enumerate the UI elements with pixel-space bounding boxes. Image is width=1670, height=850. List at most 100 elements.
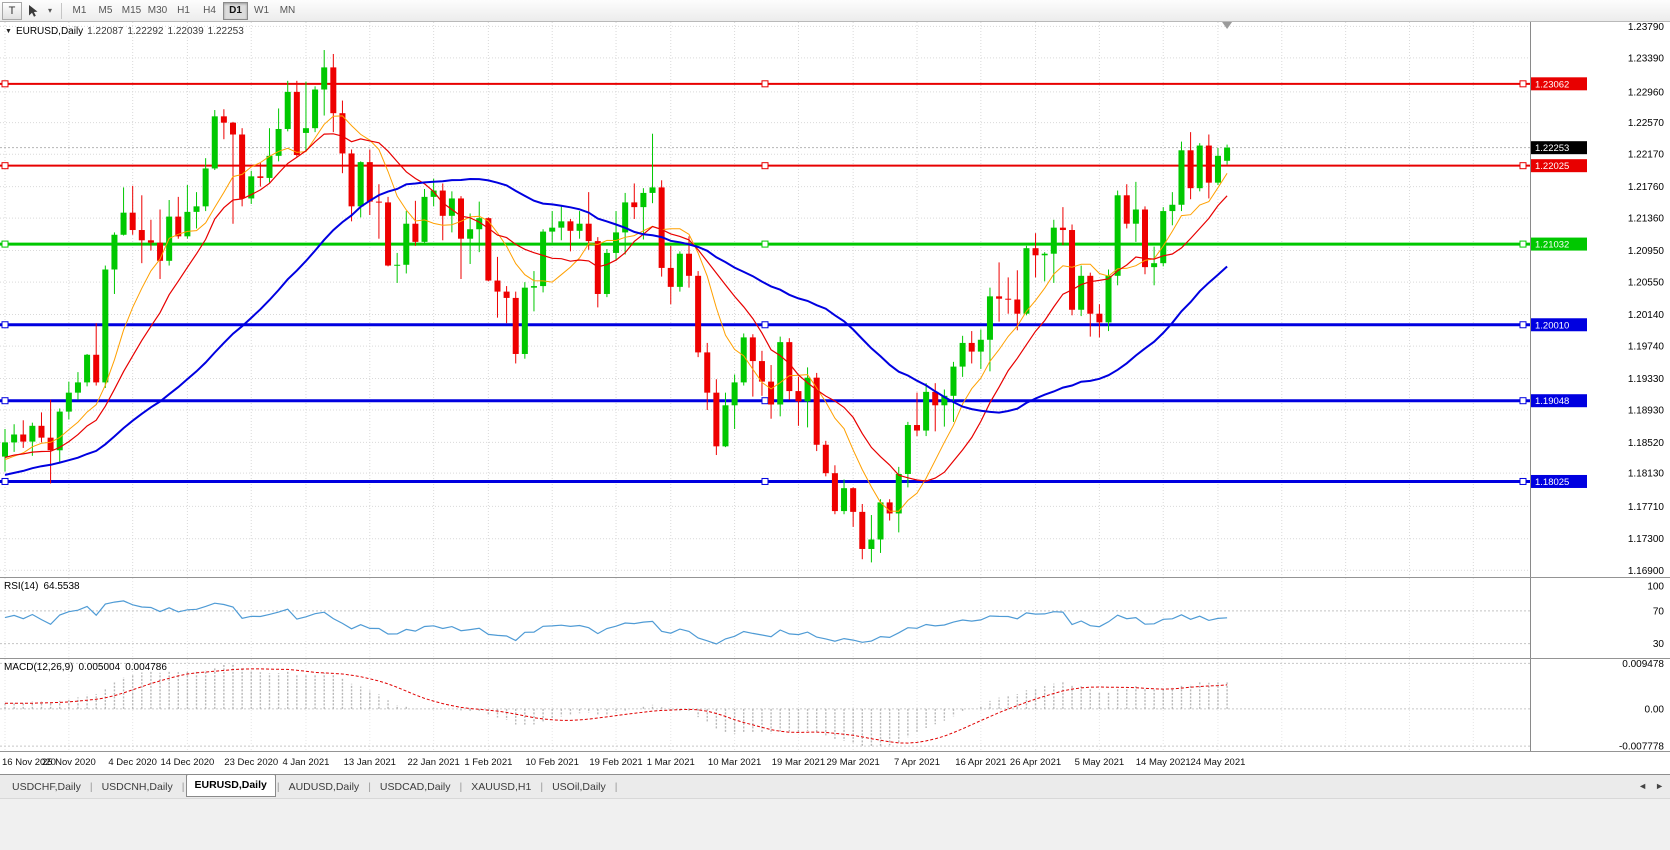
- line-handle[interactable]: [1519, 240, 1527, 248]
- timeframe-button-d1[interactable]: D1: [223, 1, 248, 20]
- tab-scroll-buttons: ◄ ►: [1638, 781, 1664, 791]
- rsi-canvas[interactable]: 100 70 30: [0, 578, 1670, 658]
- line-handle[interactable]: [761, 321, 769, 329]
- chart-tab-xauusd[interactable]: XAUUSD,H1: [471, 780, 532, 793]
- pointer-tool-button[interactable]: [23, 2, 43, 20]
- timeframe-button-m1[interactable]: M1: [72, 5, 87, 16]
- timeframe-button-m15[interactable]: M15: [121, 5, 142, 16]
- ma-fast-line: [4, 115, 1228, 512]
- rsi-line: [4, 600, 1228, 645]
- line-handle[interactable]: [1519, 397, 1527, 405]
- ohlc-high: 1.22292: [127, 26, 164, 37]
- timeframe-button-mn[interactable]: MN: [279, 5, 296, 16]
- svg-text:1.19740: 1.19740: [1628, 342, 1665, 353]
- svg-text:1.21032: 1.21032: [1535, 240, 1569, 251]
- date-axis-label: 14 Dec 2020: [160, 757, 215, 768]
- tool-dropdown-button[interactable]: ▾: [47, 6, 52, 15]
- line-handle[interactable]: [1, 477, 9, 485]
- main-chart-panel[interactable]: ▼ EURUSD,Daily 1.22087 1.22292 1.22039 1…: [0, 22, 1670, 578]
- chart-shift-marker[interactable]: [1222, 22, 1233, 29]
- chart-tab-bar: USDCHF,Daily | USDCNH,Daily | EURUSD,Daily | A…: [0, 774, 1670, 798]
- main-chart-canvas[interactable]: 1.23790 1.23390 1.22960 1.22570 1.22170 1.217…: [0, 22, 1670, 577]
- tab-separator: |: [368, 780, 371, 793]
- ma-mid-line: [4, 133, 1228, 482]
- ohlc-open: 1.22087: [87, 26, 124, 37]
- chart-tab-audusd[interactable]: AUDUSD,Daily: [288, 780, 360, 793]
- rsi-panel[interactable]: RSI(14) 64.5538 100 70 30: [0, 578, 1670, 659]
- svg-text:1.18520: 1.18520: [1628, 438, 1665, 449]
- svg-text:1.19330: 1.19330: [1628, 374, 1665, 385]
- tab-scroll-right-icon[interactable]: ►: [1655, 781, 1664, 791]
- line-handle[interactable]: [1519, 162, 1527, 170]
- svg-text:1.21360: 1.21360: [1628, 214, 1665, 225]
- timeframe-button-h4[interactable]: H4: [203, 5, 216, 16]
- toolbar-separator: [61, 2, 62, 19]
- date-axis-label: 24 May 2021: [1190, 757, 1246, 768]
- timeframe-button-w1[interactable]: W1: [254, 5, 269, 16]
- svg-text:0.00: 0.00: [1645, 704, 1665, 715]
- line-handle[interactable]: [1519, 477, 1527, 485]
- date-axis-label: 7 Apr 2021: [894, 757, 940, 768]
- line-handle[interactable]: [1519, 321, 1527, 329]
- chart-tab-usdcnh[interactable]: USDCNH,Daily: [101, 780, 173, 793]
- macd-histogram: [4, 664, 1228, 748]
- timeframe-button-m30[interactable]: M30: [147, 5, 168, 16]
- svg-text:1.23390: 1.23390: [1628, 53, 1665, 64]
- macd-label: MACD(12,26,9) 0.005004 0.004786: [4, 662, 167, 673]
- line-handle[interactable]: [1, 321, 9, 329]
- ohlc-low: 1.22039: [167, 26, 204, 37]
- horizontal-lines-layer: [0, 80, 1530, 485]
- line-handle[interactable]: [1, 397, 9, 405]
- chart-tab-usdcad[interactable]: USDCAD,Daily: [379, 780, 451, 793]
- line-handle[interactable]: [761, 162, 769, 170]
- date-axis-label: 4 Dec 2020: [108, 757, 157, 768]
- line-handle[interactable]: [761, 397, 769, 405]
- timeframe-button-m5[interactable]: M5: [98, 5, 113, 16]
- macd-canvas[interactable]: 0.009478 0.00 -0.007778: [0, 659, 1670, 751]
- line-handle[interactable]: [1, 80, 9, 88]
- svg-text:1.23790: 1.23790: [1628, 22, 1665, 33]
- line-handle[interactable]: [761, 240, 769, 248]
- date-axis-label: 29 Mar 2021: [826, 757, 880, 768]
- macd-main-value: 0.005004: [78, 662, 121, 673]
- tab-separator: |: [181, 780, 185, 793]
- text-tool-button[interactable]: T: [2, 1, 22, 20]
- tab-separator: |: [459, 780, 463, 793]
- macd-scale-ticks: 0.009478 0.00 -0.007778: [1619, 659, 1664, 751]
- chart-tab-eurusd[interactable]: EURUSD,Daily: [185, 774, 276, 797]
- macd-signal-value: 0.004786: [125, 662, 167, 673]
- tab-separator: |: [89, 780, 93, 793]
- date-axis-label: 5 May 2021: [1074, 757, 1125, 768]
- date-axis-label: 13 Jan 2021: [343, 757, 396, 768]
- svg-text:1.22960: 1.22960: [1628, 87, 1665, 98]
- chart-tab-usoil[interactable]: USOil,Daily: [552, 780, 606, 793]
- chart-tab-usdchf[interactable]: USDCHF,Daily: [12, 780, 81, 793]
- line-handle[interactable]: [761, 477, 769, 485]
- ma-slow-line: [4, 177, 1228, 476]
- svg-text:1.21760: 1.21760: [1628, 182, 1665, 193]
- line-handle[interactable]: [1, 240, 9, 248]
- collapse-icon[interactable]: ▼: [5, 28, 12, 35]
- line-handle[interactable]: [761, 80, 769, 88]
- candles-layer: [2, 50, 1231, 563]
- macd-name: MACD(12,26,9): [4, 662, 74, 673]
- svg-text:1.20950: 1.20950: [1628, 246, 1665, 257]
- line-handle[interactable]: [1519, 80, 1527, 88]
- tab-scroll-left-icon[interactable]: ◄: [1638, 781, 1648, 791]
- timeframe-button-h1[interactable]: H1: [177, 5, 190, 16]
- date-axis-label: 25 Nov 2020: [41, 757, 96, 768]
- time-axis[interactable]: 16 Nov 2020 25 Nov 2020 4 Dec 2020 14 Dec 2…: [0, 752, 1670, 774]
- chart-title: ▼ EURUSD,Daily 1.22087 1.22292 1.22039 1…: [5, 26, 244, 37]
- chart-symbol-period: EURUSD,Daily: [15, 26, 84, 37]
- svg-text:1.20140: 1.20140: [1628, 310, 1665, 321]
- line-handle[interactable]: [1, 162, 9, 170]
- date-axis-label: 10 Mar 2021: [707, 757, 762, 768]
- rsi-value: 64.5538: [43, 581, 80, 592]
- tab-separator: |: [276, 780, 280, 793]
- macd-panel[interactable]: MACD(12,26,9) 0.005004 0.004786 0.009478…: [0, 659, 1670, 752]
- timeframe-toolbar: M1 M5 M15 M30 H1 H4 D1 W1 MN: [67, 1, 300, 20]
- moving-averages-layer: [4, 115, 1228, 512]
- price-badges: 1.23062 1.22025 1.21032 1.20010 1.19048 1.180…: [1531, 77, 1587, 488]
- date-axis-label: 14 May 2021: [1135, 757, 1191, 768]
